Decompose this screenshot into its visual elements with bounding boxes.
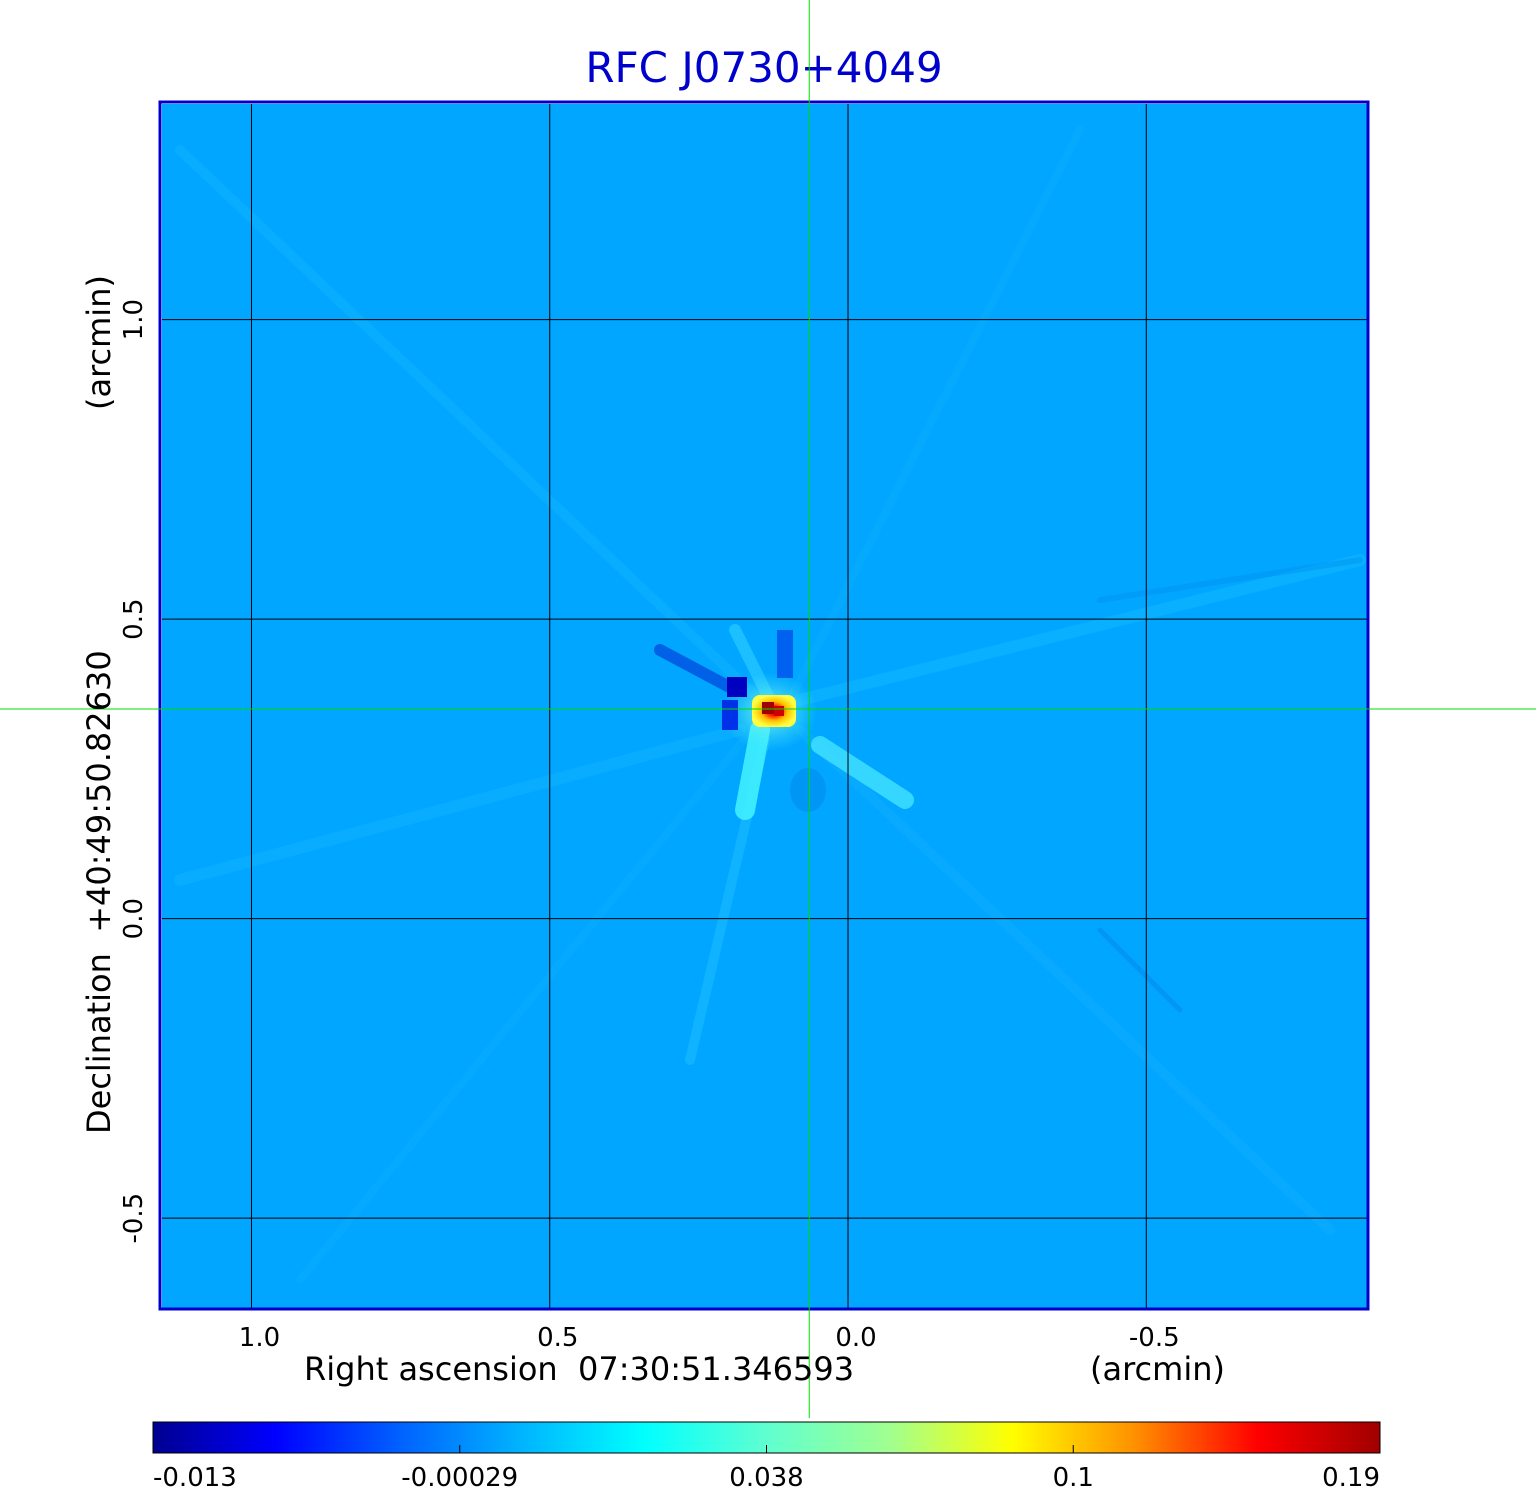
sidelobe-streaks [174, 126, 1366, 1284]
x-tick-label: 1.0 [239, 1323, 280, 1353]
colorbar-tick-label: -0.013 [153, 1463, 237, 1493]
x-tick-label: -0.5 [1129, 1323, 1180, 1353]
y-tick-label: -0.5 [119, 1193, 149, 1244]
y-tick-label: 1.0 [119, 299, 149, 340]
plot-frame [158, 100, 1370, 1311]
coordinate-grid [162, 104, 1367, 1308]
chart-title: RFC J0730+4049 [585, 43, 942, 92]
source-structure [654, 624, 914, 820]
y-tick-labels: 1.0 0.5 0.0 -0.5 [119, 299, 149, 1244]
y-tick-label: 0.0 [119, 898, 149, 939]
y-axis-unit: (arcmin) [80, 275, 118, 410]
x-tick-label: 0.0 [835, 1323, 876, 1353]
colorbar-tick-label: -0.00029 [401, 1463, 518, 1493]
colorbar-tick-label: 0.1 [1053, 1463, 1094, 1493]
colorbar-tick-label: 0.038 [729, 1463, 803, 1493]
intensity-map [162, 104, 1367, 1308]
x-axis-unit: (arcmin) [1090, 1350, 1225, 1388]
y-tick-label: 0.5 [119, 598, 149, 639]
colorbar-ticks: -0.013 -0.00029 0.038 0.1 0.19 [152, 1445, 1381, 1493]
x-tick-label: 0.5 [537, 1323, 578, 1353]
x-tick-labels: 1.0 0.5 0.0 -0.5 [239, 1323, 1180, 1353]
x-axis-label: Right ascension 07:30:51.346593 [304, 1350, 854, 1388]
y-axis-label: Declination +40:49:50.82630 [80, 650, 118, 1134]
colorbar-tick-label: 0.19 [1322, 1463, 1380, 1493]
